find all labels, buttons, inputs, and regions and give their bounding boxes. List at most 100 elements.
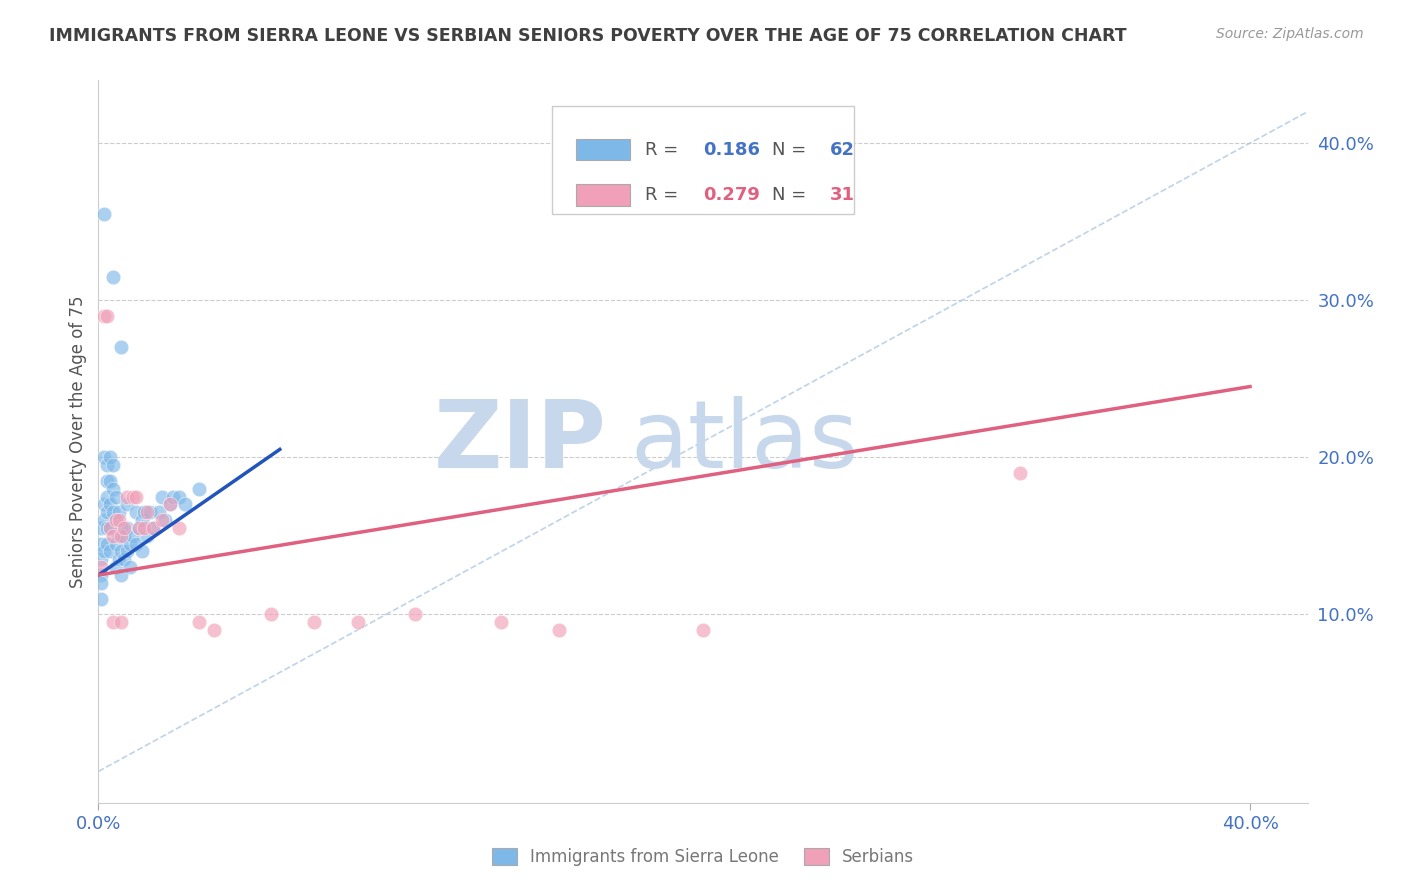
Text: R =: R = [645,141,683,159]
Point [107,505,129,519]
Point [98,450,121,465]
Point [96,458,118,472]
Text: IMMIGRANTS FROM SIERRA LEONE VS SERBIAN SENIORS POVERTY OVER THE AGE OF 75 CORRE: IMMIGRANTS FROM SIERRA LEONE VS SERBIAN … [49,27,1126,45]
Point [142,521,165,535]
Point [101,269,124,284]
Point [112,552,135,566]
Point [120,536,142,550]
Point [134,505,156,519]
Point [167,521,190,535]
Text: Source: ZipAtlas.com: Source: ZipAtlas.com [1216,27,1364,41]
Point [101,482,124,496]
Point [90,536,112,550]
Point [104,490,127,504]
Bar [576,139,630,161]
Point [104,536,127,550]
Point [96,505,118,519]
Point [304,615,326,630]
Point [115,544,138,558]
Point [159,497,181,511]
Point [115,521,138,535]
Point [110,615,132,630]
Point [131,544,153,558]
Point [93,497,115,511]
Point [93,309,115,323]
Point [188,615,211,630]
Point [90,591,112,606]
Point [96,474,118,488]
Text: N =: N = [772,141,811,159]
Point [346,615,368,630]
Point [150,513,173,527]
Point [491,615,513,630]
Y-axis label: Seniors Poverty Over the Age of 75: Seniors Poverty Over the Age of 75 [69,295,87,588]
Point [173,497,195,511]
Point [104,513,127,527]
Text: atlas: atlas [630,395,859,488]
Point [90,560,112,574]
Text: ZIP: ZIP [433,395,606,488]
Point [120,560,142,574]
Text: 31: 31 [830,186,855,204]
Point [107,513,129,527]
Point [98,521,121,535]
Point [96,536,118,550]
Point [548,623,571,637]
Point [110,568,132,582]
Point [90,521,112,535]
Point [104,560,127,574]
Point [115,497,138,511]
Point [131,513,153,527]
Point [142,521,165,535]
Point [153,513,176,527]
Point [93,207,115,221]
Text: 62: 62 [830,141,855,159]
Point [93,544,115,558]
Text: R =: R = [645,186,683,204]
Point [188,482,211,496]
Point [96,521,118,535]
Point [90,575,112,590]
Point [1008,466,1031,480]
Point [159,497,181,511]
Text: 0.186: 0.186 [703,141,761,159]
Text: N =: N = [772,186,811,204]
Point [139,505,162,519]
Point [148,505,170,519]
Point [202,623,225,637]
Point [107,529,129,543]
Point [98,497,121,511]
Text: 0.279: 0.279 [703,186,759,204]
Point [134,521,156,535]
Point [93,513,115,527]
Point [93,450,115,465]
Point [98,521,121,535]
Point [112,521,135,535]
Point [122,490,145,504]
Point [104,513,127,527]
Point [162,490,184,504]
Point [125,490,148,504]
Point [90,552,112,566]
Point [136,529,159,543]
Point [125,505,148,519]
Point [128,521,150,535]
Point [110,340,132,354]
Point [404,607,426,622]
Point [98,474,121,488]
Point [128,521,150,535]
Point [98,544,121,558]
Point [96,309,118,323]
Point [125,536,148,550]
Point [110,529,132,543]
Point [101,615,124,630]
Point [90,568,112,582]
Point [101,529,124,543]
Point [101,505,124,519]
FancyBboxPatch shape [551,105,855,214]
Point [692,623,714,637]
Point [96,490,118,504]
Bar [576,185,630,206]
Legend: Immigrants from Sierra Leone, Serbians: Immigrants from Sierra Leone, Serbians [484,840,922,875]
Point [136,505,159,519]
